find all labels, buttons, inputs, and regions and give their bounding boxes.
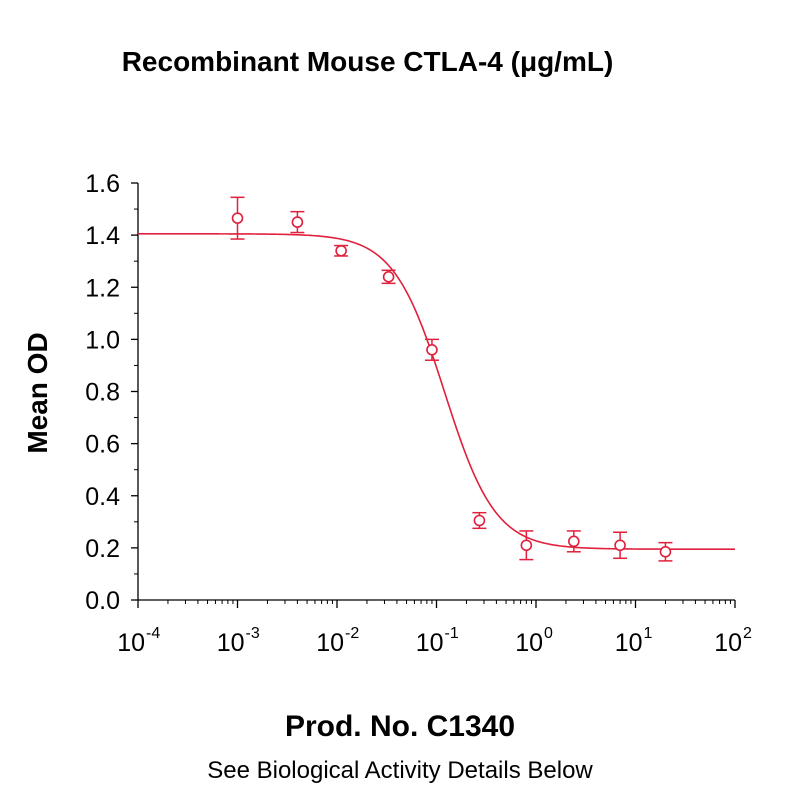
activity-note: See Biological Activity Details Below <box>207 757 593 784</box>
data-point <box>230 196 245 240</box>
data-point <box>290 210 305 234</box>
x-tick-exponent: 0 <box>544 625 553 642</box>
x-tick-exponent: -1 <box>445 625 459 642</box>
data-marker <box>426 343 438 356</box>
data-marker <box>659 545 672 558</box>
data-point <box>566 530 581 553</box>
y-tick-label: 1.6 <box>85 170 120 198</box>
x-tick-label: 10 -2 <box>316 625 359 657</box>
data-point <box>519 530 534 561</box>
y-tick-label: 1.0 <box>85 326 120 354</box>
x-tick-exponent: 2 <box>743 625 752 642</box>
y-tick-label: 0.6 <box>85 431 120 459</box>
x-tick-label: 10 -3 <box>217 625 260 657</box>
x-tick-base: 10 <box>316 629 344 657</box>
x-tick-base: 10 <box>615 629 643 657</box>
x-tick-label: 10 0 <box>515 625 553 657</box>
data-marker <box>335 244 347 257</box>
x-tick-exponent: 1 <box>644 625 653 642</box>
x-tick-exponent: -3 <box>246 625 260 642</box>
y-tick-label: 1.4 <box>85 222 120 250</box>
data-marker <box>614 539 626 552</box>
data-point <box>472 511 487 530</box>
data-marker <box>382 271 395 283</box>
fit-curve <box>138 233 735 550</box>
data-marker <box>473 514 486 527</box>
x-tick-base: 10 <box>515 629 543 657</box>
data-point <box>658 541 673 562</box>
data-points-layer <box>230 196 673 562</box>
x-tick-label: 10 -4 <box>117 625 160 657</box>
y-tick-label: 1.2 <box>85 274 120 302</box>
chart-title: Recombinant Mouse CTLA-4 (μg/mL) <box>121 46 614 77</box>
x-tick-label: 10 1 <box>615 625 653 657</box>
y-axis-label: Mean OD <box>22 332 53 453</box>
chart-plot: 0.00.20.40.60.81.01.21.41.610 -4 10 -3 10 -2 1… <box>22 170 752 657</box>
x-tick-exponent: -4 <box>146 625 160 642</box>
y-tick-label: 0.8 <box>85 379 120 407</box>
data-marker <box>231 212 244 224</box>
y-tick-label: 0.2 <box>85 535 120 563</box>
x-tick-base: 10 <box>416 629 444 657</box>
fit-curve-layer <box>138 233 735 550</box>
x-tick-label: 10 -1 <box>416 625 459 657</box>
data-marker <box>568 535 580 548</box>
x-tick-exponent: -2 <box>345 625 359 642</box>
data-marker <box>520 539 533 552</box>
chart-axes: 0.00.20.40.60.81.01.21.41.610 -4 10 -3 10 -2 1… <box>85 170 752 657</box>
x-tick-label: 10 2 <box>714 625 752 657</box>
data-point <box>613 531 628 560</box>
x-tick-base: 10 <box>217 629 245 657</box>
data-point <box>424 338 439 361</box>
data-point <box>334 244 349 257</box>
y-tick-label: 0.4 <box>85 483 120 511</box>
x-tick-base: 10 <box>117 629 145 657</box>
x-tick-base: 10 <box>714 629 742 657</box>
data-point <box>381 269 396 285</box>
product-number: Prod. No. C1340 <box>284 710 516 743</box>
y-tick-label: 0.0 <box>85 587 120 615</box>
data-marker <box>291 216 304 228</box>
